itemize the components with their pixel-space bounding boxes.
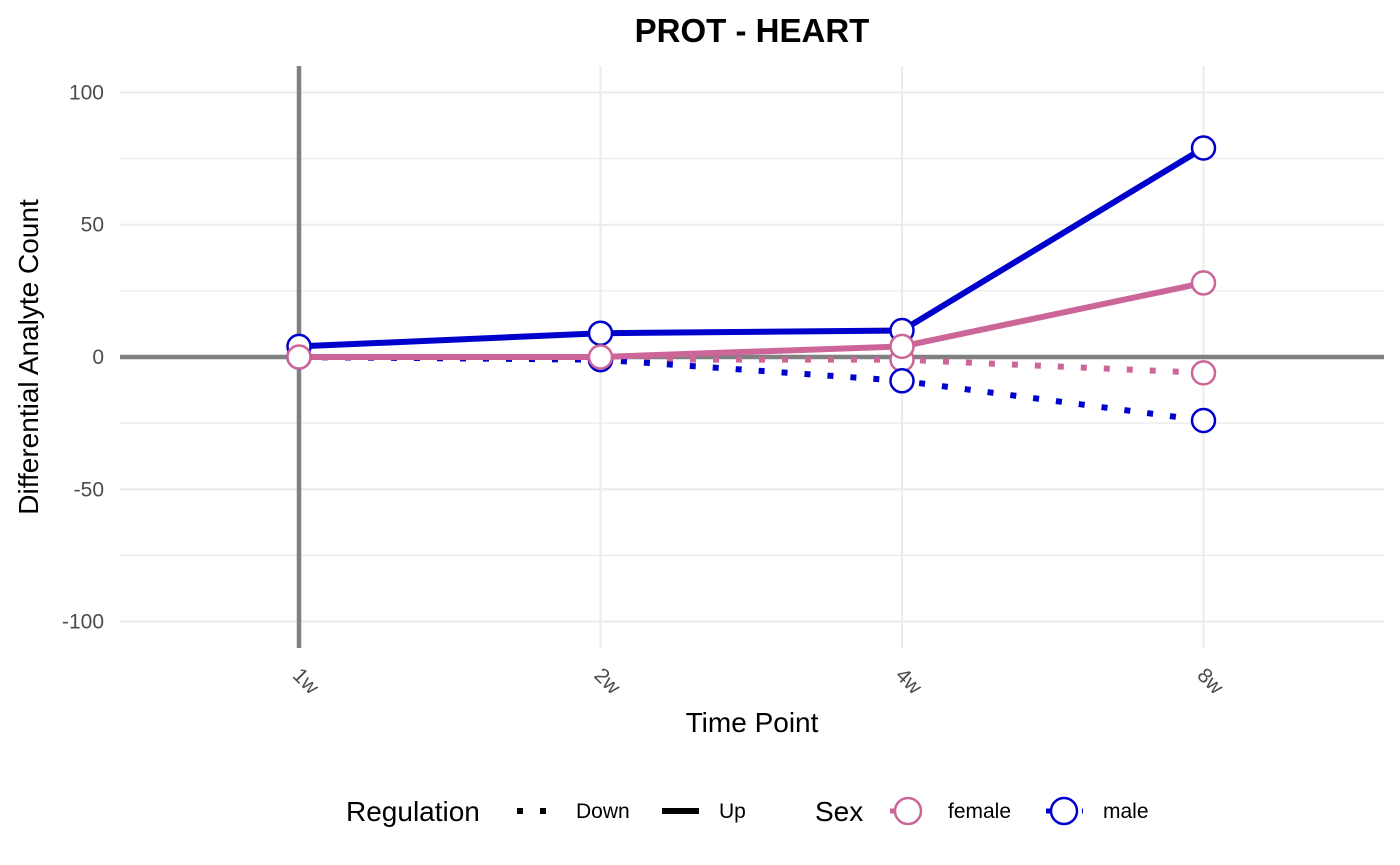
y-tick-label: -100	[62, 611, 104, 634]
y-tick-label: 0	[92, 346, 104, 369]
data-point-male-up	[1190, 135, 1217, 161]
legend-label-female: female	[948, 800, 1011, 823]
x-tick-label: 4w	[891, 664, 927, 700]
legend-key-female	[893, 796, 923, 826]
legend-key-male	[1049, 796, 1079, 826]
x-axis-title: Time Point	[686, 707, 819, 738]
y-tick-label: 50	[81, 214, 104, 237]
data-point-female-down	[1190, 360, 1217, 386]
legend-title-sex: Sex	[815, 796, 863, 827]
y-tick-label: -50	[74, 478, 104, 501]
legend-label-male: male	[1103, 800, 1149, 823]
series-line-female-up	[299, 279, 1205, 360]
data-point-male-down	[889, 368, 915, 394]
legend-label-up: Up	[719, 800, 746, 823]
y-axis-title: Differential Analyte Count	[13, 199, 44, 515]
series	[286, 135, 1217, 434]
x-tick-label: 1w	[288, 664, 324, 700]
tick-labels: 100 50 0 -50 -100 1w 2w 4w 8w	[62, 81, 1228, 699]
data-point-male-down	[1190, 407, 1217, 434]
data-point-female-up	[587, 344, 614, 370]
data-point-female-up	[1190, 270, 1217, 296]
data-point-female-up	[889, 333, 915, 360]
data-point-female-up	[286, 344, 312, 370]
series-line-male-up	[298, 145, 1206, 350]
series-line-male-down	[298, 354, 1204, 424]
legend-title-regulation: Regulation	[346, 796, 480, 827]
x-tick-label: 8w	[1192, 664, 1228, 700]
legend: Regulation Down Up Sex female male	[346, 796, 1149, 827]
data-point-male-up	[587, 320, 614, 346]
x-tick-label: 2w	[589, 664, 625, 700]
y-tick-label: 100	[69, 81, 104, 104]
chart-title: PROT - HEART	[635, 12, 870, 49]
legend-label-down: Down	[576, 800, 630, 823]
